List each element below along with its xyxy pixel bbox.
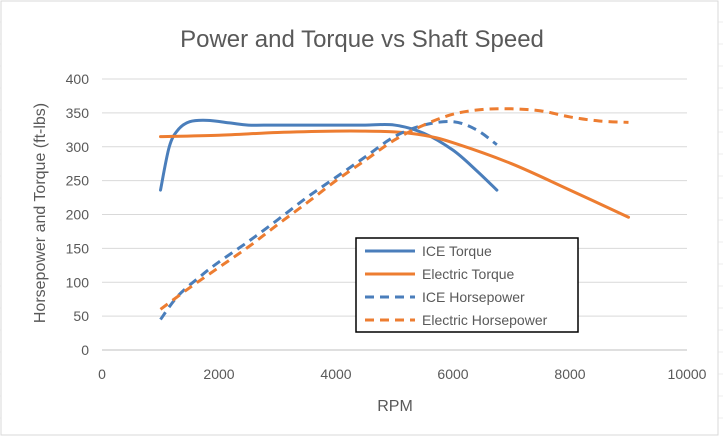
x-tick-label: 2000 [203, 366, 234, 382]
legend[interactable]: ICE Torque Electric Torque ICE Horsepower E… [355, 237, 579, 333]
x-tick-label: 4000 [320, 366, 351, 382]
legend-label: ICE Torque [422, 243, 492, 259]
y-tick-label: 200 [66, 207, 90, 223]
series-line-ice-torque[interactable] [159, 118, 499, 192]
legend-box [355, 237, 579, 333]
legend-label: Electric Horsepower [422, 312, 548, 328]
y-tick-label: 0 [81, 342, 89, 358]
legend-label: Electric Torque [422, 266, 515, 282]
series-layer [159, 107, 630, 321]
legend-label: ICE Horsepower [422, 289, 525, 305]
chart-title: Power and Torque vs Shaft Speed [180, 26, 544, 53]
x-tick-label: 10000 [668, 366, 707, 382]
y-tick-label: 150 [66, 240, 90, 256]
x-tick-label: 6000 [437, 366, 468, 382]
y-tick-label: 300 [66, 139, 90, 155]
y-tick-label: 350 [66, 105, 90, 121]
y-tick-label: 400 [66, 71, 90, 87]
y-axis-tick-labels: 0 50 100 150 200 250 300 350 400 [66, 71, 90, 358]
x-axis-label: RPM [377, 398, 413, 415]
x-axis-tick-labels: 0 2000 4000 6000 8000 10000 [98, 366, 707, 382]
x-tick-label: 8000 [554, 366, 585, 382]
series-line-electric-torque[interactable] [159, 129, 630, 219]
series-line-ice-horsepower[interactable] [159, 119, 498, 321]
series-line-electric-horsepower[interactable] [159, 107, 629, 311]
y-axis-label: Horsepower and Torque (ft-lbs) [32, 103, 49, 323]
y-tick-label: 100 [66, 274, 90, 290]
y-tick-label: 50 [73, 308, 89, 324]
y-tick-label: 250 [66, 173, 90, 189]
x-tick-label: 0 [98, 366, 106, 382]
